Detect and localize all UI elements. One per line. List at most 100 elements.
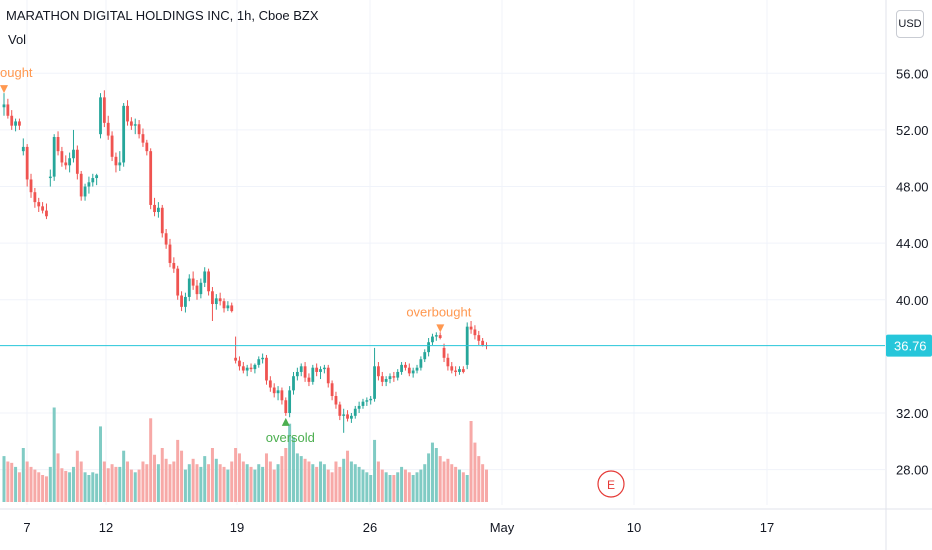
volume-bar: [48, 466, 52, 502]
volume-bar: [423, 464, 427, 502]
candle-body: [423, 352, 427, 360]
candle-body: [284, 400, 288, 413]
volume-bar: [257, 464, 261, 502]
candle-body: [245, 367, 249, 371]
candle-body: [172, 262, 176, 269]
candle-body: [230, 305, 234, 312]
volume-bar: [315, 466, 319, 502]
candle-body: [6, 104, 10, 116]
volume-bar: [477, 456, 481, 502]
price-tick-label: 48.00: [896, 180, 929, 195]
candle-body: [75, 149, 79, 174]
volume-bar: [253, 469, 257, 502]
volume-bar: [118, 466, 122, 502]
candle-body: [276, 390, 280, 394]
candle-body: [68, 158, 72, 166]
volume-bar: [334, 461, 338, 502]
volume-bar: [160, 448, 164, 502]
volume-bar: [164, 458, 168, 502]
volume-bar: [411, 475, 415, 502]
volume-bar: [407, 472, 411, 502]
candle-body: [295, 371, 299, 377]
volume-bar: [442, 461, 446, 502]
volume-bar: [376, 461, 380, 502]
volume-bar: [102, 461, 106, 502]
candle-body: [473, 329, 477, 336]
candle-body: [392, 376, 396, 378]
candle-body: [14, 121, 17, 126]
candle-body: [79, 173, 83, 197]
volume-bar: [457, 469, 461, 502]
earnings-letter: E: [607, 478, 615, 492]
candle-body: [434, 335, 438, 337]
candle-body: [2, 104, 6, 108]
candle-body: [380, 376, 384, 382]
candle-body: [18, 121, 21, 126]
candle-body: [326, 367, 330, 384]
volume-bar: [419, 469, 423, 502]
volume-bars: [2, 407, 488, 502]
candle-body: [292, 376, 295, 391]
volume-bar: [392, 475, 396, 502]
volume-bar: [207, 464, 211, 502]
time-tick-label: 26: [363, 520, 377, 535]
earnings-circle[interactable]: [597, 470, 625, 498]
candle-body: [357, 405, 361, 409]
candle-body: [191, 278, 195, 286]
earnings-marker[interactable]: E: [597, 470, 625, 498]
volume-bar: [384, 472, 388, 502]
volume-bar: [21, 448, 25, 502]
volume-bar: [264, 453, 268, 502]
volume-bar: [434, 448, 438, 502]
volume-bar: [218, 464, 222, 502]
volume-bar: [319, 461, 323, 502]
time-axis[interactable]: 7 12 19 26 May 10 17: [0, 508, 932, 535]
volume-bar: [438, 456, 442, 502]
candle-body: [95, 175, 99, 179]
volume-bar: [33, 469, 37, 502]
volume-bar: [60, 468, 64, 502]
volume-bar: [299, 456, 303, 502]
volume-bar: [226, 469, 230, 502]
volume-bar: [10, 462, 14, 502]
price-tick-label: 40.00: [896, 293, 929, 308]
candle-body: [407, 367, 411, 374]
volume-bar: [44, 476, 48, 502]
volume-bar: [361, 469, 365, 502]
candle-body: [153, 204, 156, 213]
volume-bar: [172, 461, 176, 502]
signal-labels: ought oversold overbought: [0, 65, 472, 445]
volume-bar: [338, 466, 342, 502]
volume-bar: [6, 461, 10, 502]
volume-bar: [79, 461, 83, 502]
volume-label[interactable]: Vol: [8, 32, 27, 47]
currency-button[interactable]: USD: [896, 10, 924, 38]
candle-body: [280, 390, 284, 401]
candle-body: [37, 202, 41, 207]
candle-body: [346, 414, 349, 419]
volume-bar: [450, 464, 454, 502]
volume-bar: [403, 469, 407, 502]
volume-bar: [268, 461, 272, 502]
symbol-title[interactable]: MARATHON DIGITAL HOLDINGS INC, 1h, Cboe …: [6, 8, 319, 23]
candle-body: [350, 415, 353, 419]
volume-bar: [126, 461, 130, 502]
candle-body: [431, 336, 434, 343]
volume-bar: [180, 450, 184, 502]
price-axis[interactable]: 56.00 52.00 48.00 44.00 40.00 32.00 28.00 36.76: [885, 0, 932, 550]
volume-bar: [68, 472, 72, 502]
volume-bar: [234, 448, 238, 502]
volume-bar: [114, 466, 118, 502]
candle-body: [114, 156, 118, 166]
candle-body: [369, 398, 373, 401]
volume-bar: [141, 461, 145, 502]
candle-body: [29, 179, 33, 193]
oversold-arrow: [281, 417, 290, 426]
candle-body: [218, 298, 222, 302]
volume-bar: [292, 437, 295, 502]
volume-bar: [156, 464, 160, 502]
volume-bar: [41, 475, 45, 502]
volume-bar: [52, 407, 56, 502]
candle-body: [211, 291, 214, 305]
